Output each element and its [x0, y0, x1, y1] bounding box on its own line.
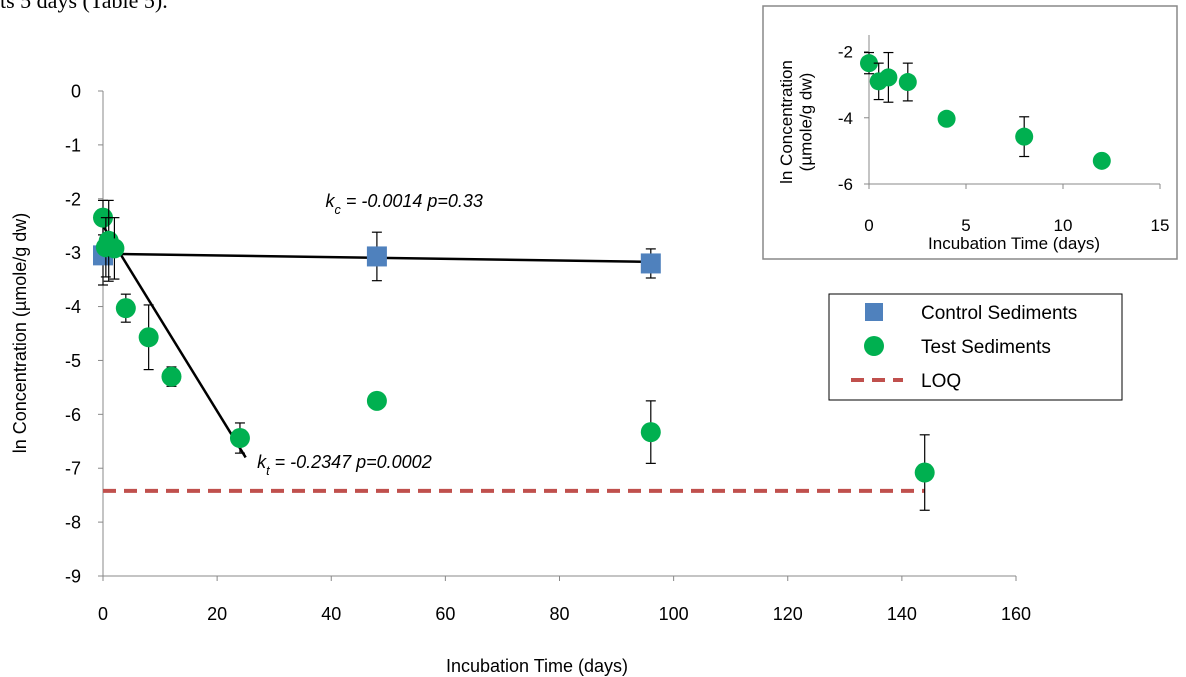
test-sediments-point	[161, 366, 182, 387]
test-sediments-point	[1092, 151, 1111, 170]
legend-loq-label: LOQ	[921, 371, 961, 392]
inset-x-tick-label: 10	[1054, 216, 1073, 235]
test-sediments-point	[104, 238, 125, 259]
main-y-tick-label: -1	[65, 135, 81, 155]
main-x-tick-label: 20	[207, 604, 227, 624]
inset-y-tick-label: -6	[838, 175, 853, 194]
test-sediments-point	[914, 462, 935, 483]
main-x-tick-label: 40	[321, 604, 341, 624]
caption-fragment: ts 5 days (Table 5).	[0, 0, 168, 13]
main-y-tick-label: -5	[65, 351, 81, 371]
test-sediments-point	[640, 422, 661, 443]
kc-annotation: kc = -0.0014 p=0.33	[326, 191, 483, 217]
test-sediments-point	[898, 73, 917, 92]
inset-y-axis-title: ln Concentration(µmole/g dw)	[777, 60, 816, 184]
test-sediments-point	[138, 327, 159, 348]
inset-y-tick-label: -2	[838, 43, 853, 62]
main-x-tick-label: 160	[1001, 604, 1031, 624]
test-fit-line	[101, 225, 247, 459]
main-x-axis-title: Incubation Time (days)	[446, 656, 628, 676]
inset-x-tick-label: 5	[961, 216, 970, 235]
kc-annotation-text: = -0.0014 p=0.33	[341, 191, 483, 211]
main-y-tick-label: -2	[65, 189, 81, 209]
kt-annotation-subscript: t	[266, 464, 270, 478]
kt-annotation: kt = -0.2347 p=0.0002	[257, 452, 432, 478]
main-y-tick-label: 0	[71, 81, 81, 101]
main-y-tick-label: -6	[65, 405, 81, 425]
main-x-tick-label: 140	[887, 604, 917, 624]
test-sediments-point	[115, 298, 136, 319]
inset-x-tick-label: 15	[1151, 216, 1170, 235]
kc-annotation-symbol: k	[326, 191, 336, 211]
inset-x-tick-label: 0	[864, 216, 873, 235]
test-sediments-point	[860, 54, 878, 73]
main-y-axis-title: ln Concentration (µmole/g dw)	[10, 213, 30, 453]
kt-annotation-text: = -0.2347 p=0.0002	[270, 452, 432, 472]
inset-plot: 0 5 10 15 -2 -4 -6 Incubation Time (days) ln Con…	[777, 35, 1169, 253]
kc-annotation-subscript: c	[335, 203, 342, 217]
inset-frame	[762, 5, 1178, 260]
legend-test-sediments-swatch	[864, 336, 884, 356]
inset-y-tick-label: -4	[838, 109, 853, 128]
legend: Control Sediments Test Sediments LOQ	[828, 293, 1123, 401]
inset-y-axis-title-line: ln Concentration	[777, 60, 796, 184]
main-plot: 0 20 40 60 80 100 120 140 160 0 -1 -2 -3 -4 -5 -6 -7 -8 -9…	[10, 81, 1031, 676]
kt-annotation-symbol: k	[257, 452, 267, 472]
main-x-tick-label: 0	[98, 604, 108, 624]
main-y-tick-label: -8	[65, 513, 81, 533]
inset-x-axis-title: Incubation Time (days)	[928, 234, 1100, 253]
main-x-tick-label: 120	[773, 604, 803, 624]
test-sediments-point	[937, 109, 956, 128]
inset-y-axis-title-line: (µmole/g dw)	[797, 73, 816, 172]
legend-control-sediments-swatch	[865, 303, 883, 321]
test-sediments-point	[1015, 127, 1034, 146]
control-sediments-point	[640, 253, 661, 274]
main-x-tick-label: 60	[435, 604, 455, 624]
main-y-tick-label: -3	[65, 243, 81, 263]
legend-control-sediments-label: Control Sediments	[921, 303, 1077, 324]
test-sediments-point	[879, 68, 898, 87]
legend-test-sediments-label: Test Sediments	[921, 337, 1051, 358]
main-y-tick-label: -7	[65, 459, 81, 479]
main-y-tick-label: -9	[65, 566, 81, 586]
main-x-tick-label: 80	[549, 604, 569, 624]
test-sediments-point	[366, 390, 387, 411]
main-y-tick-label: -4	[65, 297, 81, 317]
control-sediments-point	[366, 246, 387, 267]
main-x-tick-label: 100	[659, 604, 689, 624]
test-sediments-point	[229, 428, 250, 449]
